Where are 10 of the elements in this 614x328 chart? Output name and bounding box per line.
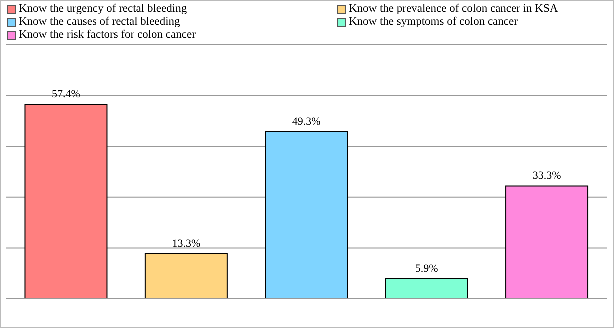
data-label: 33.3% (532, 170, 562, 182)
legend-label: Know the prevalence of colon cancer in KSA (349, 3, 558, 15)
legend-label: Know the urgency of rectal bleeding (19, 3, 188, 15)
data-label: 13.3% (172, 238, 201, 250)
data-label: 49.3% (292, 116, 321, 128)
legend-label: Know the causes of rectal bleeding (19, 16, 180, 28)
data-label: 57.4% (52, 88, 80, 101)
legend-label: Know the risk factors for colon cancer (19, 29, 196, 41)
legend-label: Know the symptoms of colon cancer (349, 16, 518, 28)
data-label: 5.9% (415, 263, 438, 276)
